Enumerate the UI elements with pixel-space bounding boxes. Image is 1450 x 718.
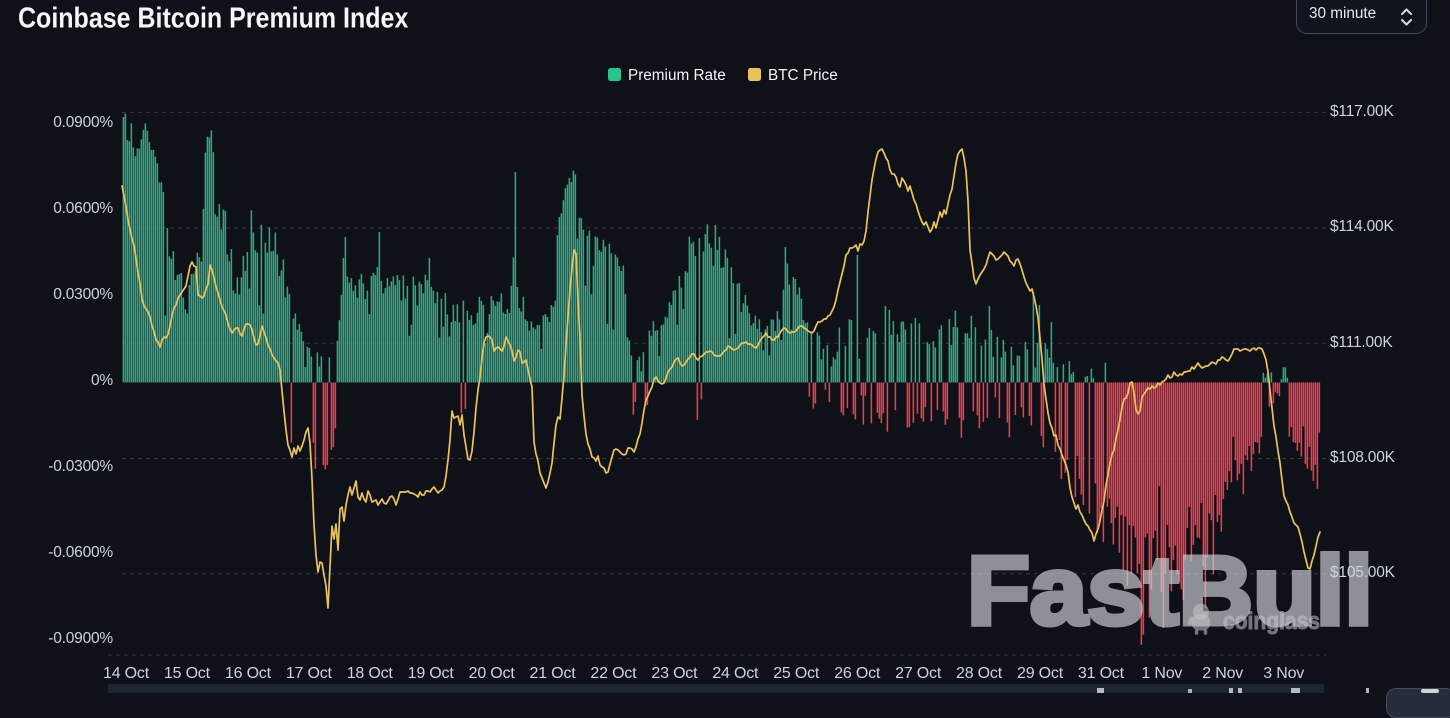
svg-text:coinglass: coinglass — [1223, 608, 1320, 635]
